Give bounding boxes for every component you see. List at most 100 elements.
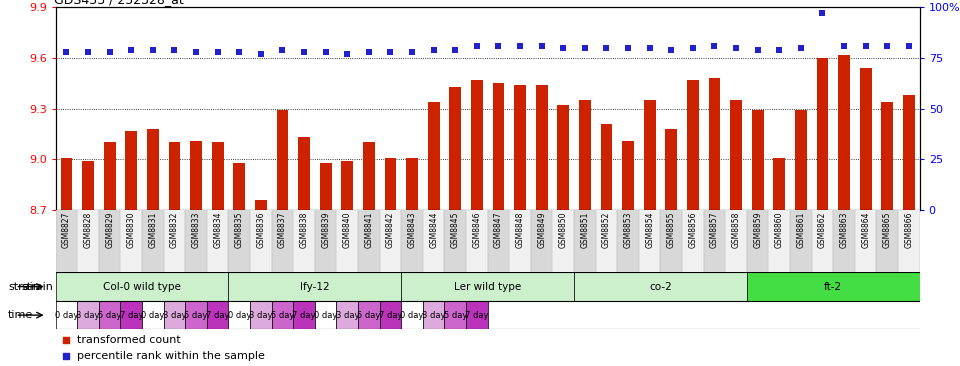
Bar (682, 210, 704, 272)
Text: 5 day: 5 day (271, 311, 294, 320)
Bar (77, 301, 99, 329)
Bar (704, 210, 726, 272)
Text: 0 day: 0 day (314, 311, 337, 320)
Point (124, 47, 139, 53)
Point (210, 49, 226, 55)
Bar (428, 102, 440, 210)
Text: 3 day: 3 day (422, 311, 445, 320)
Text: GSM8850: GSM8850 (559, 212, 567, 249)
Text: 0 day: 0 day (400, 311, 423, 320)
Bar (531, 210, 553, 272)
Bar (449, 87, 461, 210)
Bar (126, 131, 137, 210)
Bar (660, 210, 682, 272)
Text: GSM8851: GSM8851 (581, 212, 589, 248)
Bar (536, 85, 547, 210)
Text: 7 day: 7 day (466, 311, 489, 320)
Bar (553, 210, 574, 272)
Bar (56, 301, 77, 329)
Bar (299, 137, 310, 210)
Bar (795, 111, 806, 210)
Bar (601, 124, 612, 210)
Text: GSM8862: GSM8862 (818, 212, 827, 248)
Bar (363, 142, 374, 210)
Point (663, 47, 679, 53)
Point (318, 49, 333, 55)
Bar (251, 301, 272, 329)
Bar (903, 95, 915, 210)
Bar (812, 210, 833, 272)
Bar (855, 210, 876, 272)
Bar (207, 301, 228, 329)
Bar (228, 272, 401, 301)
Point (556, 45, 571, 51)
Bar (574, 272, 747, 301)
Text: GSM8828: GSM8828 (84, 212, 92, 248)
Bar (817, 58, 828, 210)
Text: 0 day: 0 day (228, 311, 251, 320)
Bar (467, 301, 488, 329)
Bar (385, 158, 396, 210)
Point (426, 47, 442, 53)
Bar (790, 210, 812, 272)
Bar (838, 55, 850, 210)
Text: GSM8827: GSM8827 (62, 212, 71, 248)
Text: Col-0 wild type: Col-0 wild type (103, 281, 181, 292)
Bar (99, 210, 121, 272)
Bar (444, 210, 467, 272)
Text: GSM8856: GSM8856 (688, 212, 697, 249)
Text: 3 day: 3 day (336, 311, 359, 320)
Point (188, 49, 204, 55)
Bar (358, 210, 380, 272)
Text: GSM8837: GSM8837 (278, 212, 287, 249)
Bar (774, 158, 785, 210)
Bar (467, 210, 488, 272)
Bar (747, 272, 920, 301)
Text: 7 day: 7 day (379, 311, 402, 320)
Bar (622, 141, 634, 210)
Bar (687, 80, 699, 210)
Bar (579, 100, 590, 210)
Text: 7 day: 7 day (206, 311, 229, 320)
Bar (342, 161, 353, 210)
Text: GSM8858: GSM8858 (732, 212, 740, 248)
Bar (401, 301, 423, 329)
Point (340, 51, 355, 57)
Bar (185, 301, 207, 329)
Bar (147, 129, 158, 210)
Text: 7 day: 7 day (120, 311, 143, 320)
Bar (380, 210, 401, 272)
Point (81, 49, 96, 55)
Point (102, 49, 117, 55)
Text: Ler wild type: Ler wild type (454, 281, 521, 292)
Point (469, 43, 485, 49)
Text: GSM8849: GSM8849 (538, 212, 546, 249)
Bar (617, 210, 639, 272)
Text: 0 day: 0 day (55, 311, 78, 320)
Bar (899, 210, 920, 272)
Bar (488, 210, 510, 272)
Bar (320, 163, 331, 210)
Text: 5 day: 5 day (184, 311, 207, 320)
Point (404, 49, 420, 55)
Text: GSM8838: GSM8838 (300, 212, 308, 248)
Bar (60, 158, 72, 210)
Text: GSM8848: GSM8848 (516, 212, 524, 248)
Bar (860, 68, 872, 210)
Point (685, 45, 701, 51)
Bar (294, 301, 315, 329)
Bar (251, 210, 272, 272)
Bar (190, 141, 202, 210)
Point (361, 49, 376, 55)
Bar (169, 142, 180, 210)
Bar (558, 105, 569, 210)
Text: co-2: co-2 (649, 281, 672, 292)
Bar (708, 78, 720, 210)
Bar (833, 210, 855, 272)
Text: GSM8845: GSM8845 (451, 212, 460, 249)
Bar (665, 129, 677, 210)
Text: GSM8835: GSM8835 (235, 212, 244, 249)
Bar (121, 301, 142, 329)
Bar (644, 100, 656, 210)
Bar (163, 210, 185, 272)
